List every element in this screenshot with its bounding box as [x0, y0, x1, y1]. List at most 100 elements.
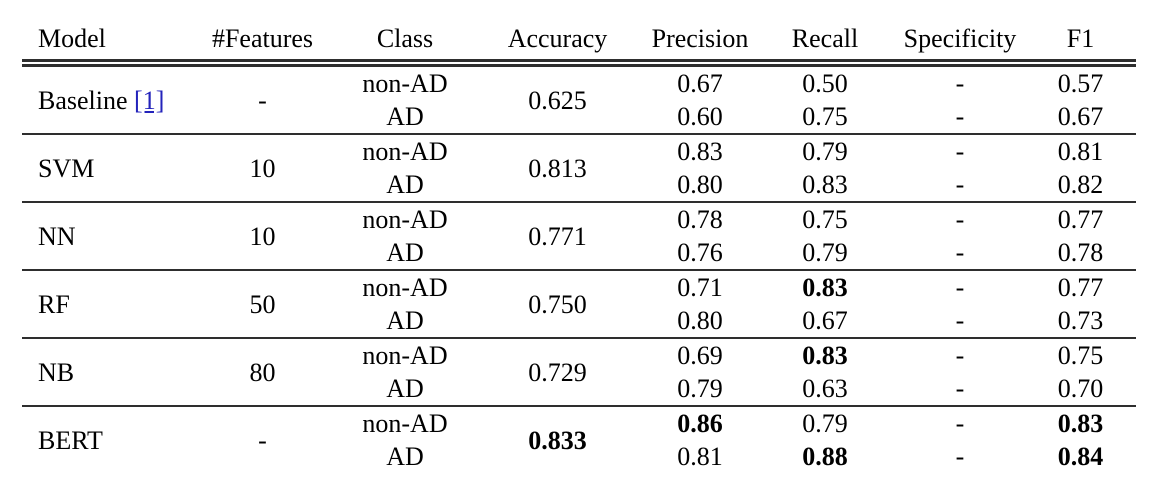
specificity-cell: - — [895, 337, 1025, 372]
table-row: Baseline [1] - non-AD 0.625 0.67 0.50 - 0.57 — [22, 63, 1136, 115]
citation-link[interactable]: [1] — [134, 85, 165, 115]
column-header-specificity: Specificity — [895, 0, 1025, 67]
table-row: AD 0.81 0.88 - 0.84 — [22, 440, 1136, 473]
class-cell: AD — [386, 374, 424, 403]
precision-cell: 0.71 — [645, 269, 755, 304]
recall-cell: 0.67 — [802, 306, 848, 335]
recall-cell: 0.50 — [802, 69, 848, 98]
model-name: NB — [38, 357, 75, 387]
recall-cell: 0.79 — [802, 238, 848, 267]
model-group-nn: NN 10 non-AD 0.771 0.78 0.75-0.77 AD 0.76 0.79-0… — [22, 201, 1136, 270]
results-table-container: Model #Features Class Accuracy Precision Reca… — [22, 0, 1136, 473]
column-header-accuracy: Accuracy — [470, 0, 645, 67]
recall-cell: 0.88 — [802, 442, 848, 471]
class-cell: non-AD — [340, 405, 470, 440]
accuracy-cell: 0.750 — [470, 269, 645, 338]
recall-cell: 0.79 — [755, 133, 895, 168]
accuracy-cell: 0.813 — [470, 133, 645, 202]
precision-cell: 0.83 — [645, 133, 755, 168]
specificity-cell: - — [955, 374, 965, 403]
recall-cell: 0.75 — [755, 201, 895, 236]
precision-cell: 0.81 — [677, 442, 723, 471]
model-name: Baseline — [38, 85, 128, 115]
f1-cell: 0.73 — [1057, 306, 1104, 335]
precision-cell: 0.80 — [677, 170, 723, 199]
features-cell: 50 — [185, 269, 340, 338]
class-cell: non-AD — [340, 201, 470, 236]
model-name: NN — [38, 221, 76, 251]
class-cell: AD — [386, 170, 424, 199]
accuracy-cell: 0.771 — [470, 201, 645, 270]
recall-cell: 0.75 — [802, 102, 848, 131]
accuracy-cell: 0.833 — [470, 405, 645, 473]
table-row: SVM 10 non-AD 0.813 0.83 0.79-0.81 — [22, 133, 1136, 202]
model-cell: SVM — [22, 133, 185, 202]
specificity-cell: - — [895, 201, 1025, 236]
specificity-cell: - — [895, 133, 1025, 168]
header-row: Model #Features Class Accuracy Precision Reca… — [22, 0, 1136, 67]
class-cell: AD — [386, 238, 424, 267]
f1-cell: 0.83 — [1025, 405, 1136, 440]
specificity-cell: - — [895, 405, 1025, 440]
f1-cell: 0.67 — [1057, 102, 1104, 131]
model-cell: BERT — [22, 405, 185, 473]
column-header-precision: Precision — [645, 0, 755, 67]
table-row: AD 0.60 0.75 - 0.67 — [22, 100, 1136, 134]
column-header-model: Model — [22, 0, 185, 67]
specificity-cell: - — [895, 269, 1025, 304]
class-cell: AD — [386, 442, 424, 471]
f1-cell: 0.84 — [1057, 442, 1104, 471]
precision-cell: 0.80 — [677, 306, 723, 335]
f1-cell: 0.81 — [1025, 133, 1136, 168]
column-header-f1: F1 — [1025, 0, 1136, 67]
column-header-features: #Features — [185, 0, 340, 67]
precision-cell: 0.60 — [677, 102, 723, 131]
model-group-baseline: Baseline [1] - non-AD 0.625 0.67 0.50 - 0.57 AD 0… — [22, 63, 1136, 134]
features-cell: 10 — [185, 201, 340, 270]
class-cell: AD — [386, 306, 424, 335]
specificity-cell: - — [955, 442, 965, 471]
f1-cell: 0.75 — [1025, 337, 1136, 372]
precision-cell: 0.76 — [677, 238, 723, 267]
features-cell: 10 — [185, 133, 340, 202]
model-cell: Baseline [1] — [22, 63, 185, 134]
f1-cell: 0.78 — [1057, 238, 1104, 267]
precision-cell: 0.79 — [677, 374, 723, 403]
specificity-cell: - — [955, 238, 965, 267]
precision-cell: 0.78 — [645, 201, 755, 236]
features-cell: 80 — [185, 337, 340, 406]
recall-cell: 0.83 — [802, 170, 848, 199]
specificity-cell: - — [955, 170, 965, 199]
class-cell: non-AD — [340, 337, 470, 372]
column-header-class: Class — [340, 0, 470, 67]
table-row: NB 80 non-AD 0.729 0.69 0.83-0.75 — [22, 337, 1136, 406]
precision-cell: 0.86 — [645, 405, 755, 440]
table-row: NN 10 non-AD 0.771 0.78 0.75-0.77 — [22, 201, 1136, 270]
model-cell: NB — [22, 337, 185, 406]
accuracy-cell: 0.625 — [528, 85, 587, 115]
recall-cell: 0.83 — [755, 269, 895, 304]
table-row: AD 0.76 0.79 - 0.78 — [22, 236, 1136, 270]
accuracy-cell: 0.729 — [470, 337, 645, 406]
model-cell: RF — [22, 269, 185, 338]
model-group-bert: BERT - non-AD 0.833 0.86 0.79-0.83 AD 0.81 0.88-… — [22, 405, 1136, 473]
class-cell: non-AD — [340, 269, 470, 304]
f1-cell: 0.70 — [1057, 374, 1104, 403]
f1-cell: 0.57 — [1057, 69, 1104, 98]
specificity-cell: - — [955, 69, 965, 98]
f1-cell: 0.77 — [1025, 269, 1136, 304]
table-row: AD 0.79 0.63 - 0.70 — [22, 372, 1136, 406]
specificity-cell: - — [955, 102, 965, 131]
class-cell: AD — [386, 102, 424, 131]
model-name: RF — [38, 289, 70, 319]
f1-cell: 0.77 — [1025, 201, 1136, 236]
model-name: BERT — [38, 425, 103, 455]
recall-cell: 0.79 — [755, 405, 895, 440]
model-cell: NN — [22, 201, 185, 270]
recall-cell: 0.83 — [755, 337, 895, 372]
features-cell: - — [258, 85, 267, 115]
recall-cell: 0.63 — [802, 374, 848, 403]
column-header-recall: Recall — [755, 0, 895, 67]
model-group-nb: NB 80 non-AD 0.729 0.69 0.83-0.75 AD 0.79 0.63-0… — [22, 337, 1136, 406]
features-cell: - — [185, 405, 340, 473]
